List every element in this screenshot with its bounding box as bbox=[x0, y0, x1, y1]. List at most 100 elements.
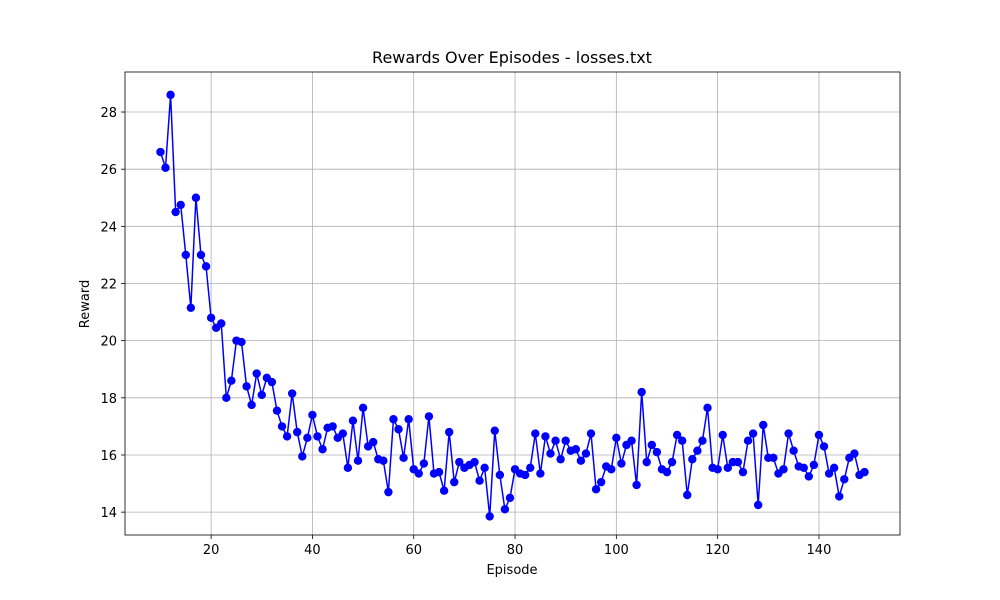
data-point bbox=[358, 403, 368, 413]
data-point bbox=[247, 400, 256, 410]
data-point bbox=[348, 416, 358, 425]
data-point bbox=[308, 410, 317, 420]
data-point bbox=[526, 463, 535, 473]
data-point bbox=[804, 472, 814, 481]
data-point bbox=[424, 412, 434, 421]
data-point bbox=[520, 470, 530, 480]
data-point bbox=[576, 456, 586, 465]
data-point bbox=[404, 415, 413, 424]
data-point bbox=[353, 456, 363, 465]
data-point bbox=[556, 455, 565, 464]
data-point bbox=[860, 467, 869, 477]
data-point bbox=[328, 422, 337, 431]
data-point bbox=[698, 436, 707, 445]
data-point bbox=[227, 376, 236, 385]
data-point bbox=[176, 200, 185, 210]
data-point bbox=[495, 470, 505, 480]
x-tick-label: 60 bbox=[405, 543, 422, 558]
data-point bbox=[439, 486, 449, 495]
data-point bbox=[546, 449, 555, 458]
data-point bbox=[596, 477, 606, 487]
y-tick-label: 18 bbox=[100, 392, 117, 407]
data-point bbox=[677, 436, 687, 445]
data-point bbox=[571, 445, 581, 454]
data-point bbox=[748, 429, 758, 438]
data-point bbox=[338, 429, 348, 438]
y-tick-label: 22 bbox=[100, 277, 117, 292]
data-point bbox=[293, 427, 302, 437]
data-point bbox=[186, 303, 196, 312]
data-point bbox=[161, 163, 170, 172]
data-point bbox=[252, 369, 261, 378]
data-point bbox=[612, 433, 621, 443]
data-point bbox=[196, 250, 206, 260]
data-point bbox=[394, 425, 403, 434]
plot-area-frame bbox=[124, 71, 901, 536]
data-point bbox=[171, 207, 180, 217]
data-point bbox=[683, 490, 692, 500]
data-point bbox=[814, 430, 824, 440]
chart-title: Rewards Over Episodes - losses.txt bbox=[372, 48, 652, 67]
data-point bbox=[384, 487, 393, 497]
y-tick-label: 16 bbox=[100, 449, 117, 464]
data-point bbox=[237, 337, 246, 347]
data-point bbox=[277, 422, 287, 431]
x-tick-label: 120 bbox=[705, 543, 730, 558]
data-point bbox=[267, 377, 277, 387]
data-point bbox=[475, 476, 484, 485]
data-point bbox=[242, 382, 251, 391]
data-point bbox=[313, 432, 322, 441]
data-point bbox=[723, 463, 732, 473]
data-point bbox=[829, 463, 839, 473]
data-point bbox=[434, 467, 444, 477]
data-point bbox=[450, 477, 459, 487]
data-point bbox=[824, 469, 834, 478]
y-tick-label: 24 bbox=[100, 220, 117, 235]
data-point bbox=[819, 442, 829, 451]
data-point bbox=[713, 465, 722, 474]
y-tick-label: 14 bbox=[100, 506, 117, 521]
data-point bbox=[753, 500, 763, 510]
data-point bbox=[561, 436, 570, 445]
x-tick-label: 100 bbox=[604, 543, 629, 558]
data-point bbox=[414, 469, 423, 478]
data-point bbox=[455, 457, 464, 467]
x-tick-label: 40 bbox=[304, 543, 321, 558]
data-point bbox=[759, 420, 768, 430]
data-point bbox=[637, 387, 646, 397]
data-point bbox=[835, 492, 844, 501]
data-point bbox=[389, 415, 398, 424]
data-point bbox=[490, 426, 499, 435]
data-point bbox=[627, 436, 636, 445]
data-point bbox=[343, 463, 353, 473]
data-point bbox=[799, 463, 808, 473]
data-point bbox=[693, 446, 702, 455]
series-reward bbox=[156, 90, 869, 521]
data-point bbox=[303, 433, 312, 443]
data-point bbox=[743, 436, 753, 445]
data-point bbox=[282, 432, 292, 441]
y-tick-label: 28 bbox=[100, 106, 117, 121]
data-point bbox=[789, 446, 798, 455]
data-point bbox=[166, 90, 175, 100]
data-point bbox=[738, 467, 748, 477]
data-point bbox=[505, 493, 515, 503]
data-point bbox=[485, 512, 494, 521]
data-point bbox=[733, 457, 743, 467]
y-tick-label: 20 bbox=[100, 335, 117, 350]
data-point bbox=[272, 406, 282, 415]
data-point bbox=[201, 262, 211, 271]
data-point bbox=[399, 453, 408, 463]
data-point bbox=[480, 463, 489, 473]
data-point bbox=[379, 456, 388, 465]
data-point bbox=[617, 459, 626, 468]
data-point bbox=[191, 193, 201, 202]
data-point bbox=[581, 449, 591, 458]
x-tick-label: 80 bbox=[507, 543, 524, 558]
y-tick-label: 26 bbox=[100, 163, 117, 178]
data-point bbox=[642, 457, 651, 467]
data-point bbox=[647, 440, 656, 450]
data-point bbox=[784, 429, 793, 438]
data-point bbox=[703, 403, 712, 413]
axis-ticks: 20 40 60 80 100 120 140 14 16 18 20 22 24 26 28 bbox=[100, 106, 831, 558]
